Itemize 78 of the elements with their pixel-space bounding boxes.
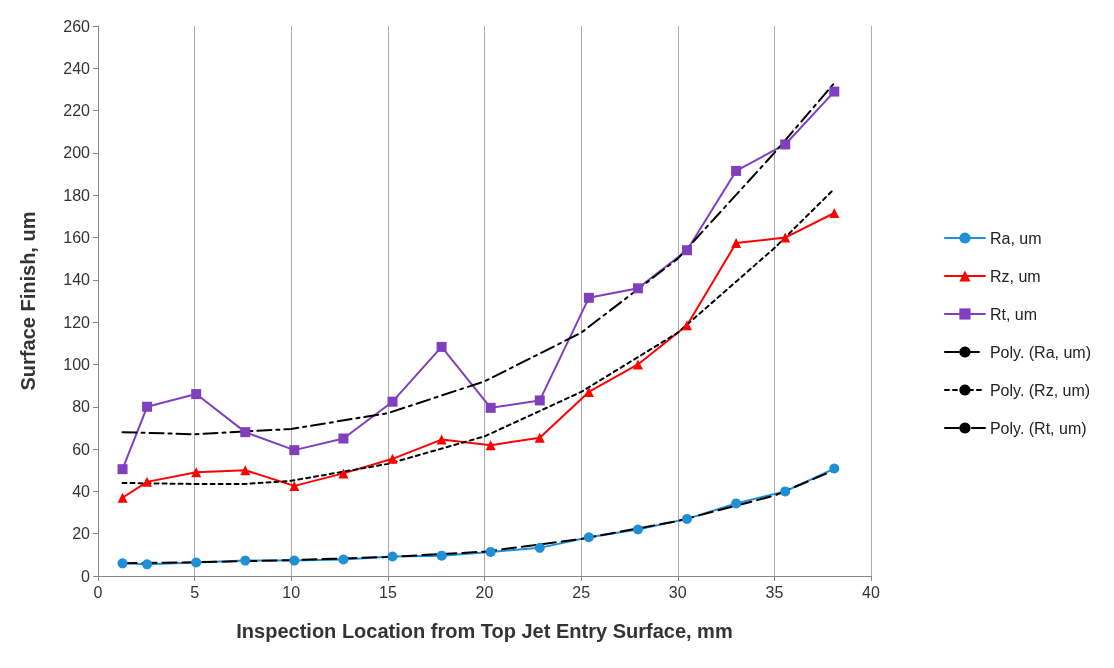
point: [142, 401, 153, 412]
x-tick-label: 35: [765, 583, 784, 601]
point: [142, 559, 153, 570]
x-tick-label: 30: [668, 583, 687, 601]
point: [780, 232, 791, 243]
legend-label: Rt, um: [989, 305, 1038, 323]
legend-label: Rz, um: [989, 267, 1041, 285]
point: [142, 476, 153, 487]
y-tick-label: 100: [63, 355, 91, 373]
point: [191, 467, 202, 478]
x-tick-label: 0: [93, 583, 103, 601]
point: [632, 283, 643, 294]
point: [682, 245, 693, 256]
x-tick-label: 40: [862, 583, 880, 601]
point: [191, 557, 202, 568]
point: [240, 555, 251, 566]
point: [240, 427, 251, 438]
legend-label: Poly. (Rz, um): [989, 381, 1091, 399]
point: [338, 433, 349, 444]
x-tick-label: 25: [572, 583, 591, 601]
point: [117, 464, 128, 475]
point: [583, 532, 594, 543]
y-tick-label: 20: [72, 525, 91, 543]
point: [780, 486, 791, 497]
point: [289, 555, 300, 566]
x-tick-label: 15: [378, 583, 397, 601]
y-tick-label: 60: [72, 440, 91, 458]
point: [338, 554, 349, 565]
legend-label: Ra, um: [989, 229, 1042, 247]
point: [485, 402, 496, 413]
point: [387, 453, 398, 464]
y-tick-label: 0: [81, 567, 91, 585]
y-tick-label: 260: [63, 17, 91, 35]
point: [632, 524, 643, 535]
y-tick-label: 120: [63, 313, 91, 331]
legend-label: Poly. (Ra, um): [989, 343, 1092, 361]
y-tick-label: 240: [63, 59, 91, 77]
point: [534, 542, 545, 553]
y-tick-label: 140: [63, 271, 91, 289]
point: [387, 396, 398, 407]
x-tick-label: 20: [475, 583, 494, 601]
point: [387, 551, 398, 562]
point: [191, 389, 202, 400]
y-tick-label: 40: [72, 482, 91, 500]
y-tick-label: 220: [63, 102, 91, 120]
point: [289, 445, 300, 456]
x-axis-title: Inspection Location from Top Jet Entry Surface, mm: [236, 620, 733, 642]
point: [436, 434, 447, 445]
point: [682, 320, 693, 331]
point: [117, 492, 128, 503]
y-tick-label: 80: [72, 398, 91, 416]
point: [338, 468, 349, 479]
point: [682, 513, 693, 524]
y-axis-title: Surface Finish, um: [17, 211, 39, 391]
legend-label: Poly. (Rt, um): [989, 419, 1087, 437]
point: [583, 292, 594, 303]
point: [117, 558, 128, 569]
point: [829, 463, 840, 474]
y-tick-label: 180: [63, 186, 91, 204]
point: [485, 440, 496, 451]
point: [780, 139, 791, 150]
point: [436, 550, 447, 561]
y-tick-label: 160: [63, 229, 91, 247]
point: [436, 341, 447, 352]
point: [534, 395, 545, 406]
x-tick-label: 5: [190, 583, 200, 601]
point: [289, 480, 300, 491]
point: [485, 546, 496, 557]
point: [731, 165, 742, 176]
point: [240, 465, 251, 476]
point: [829, 208, 840, 218]
y-tick-label: 200: [63, 144, 91, 162]
point: [829, 86, 840, 97]
point: [632, 359, 643, 370]
point: [731, 238, 742, 249]
point: [731, 498, 742, 509]
point: [534, 432, 545, 443]
x-tick-label: 10: [282, 583, 301, 601]
